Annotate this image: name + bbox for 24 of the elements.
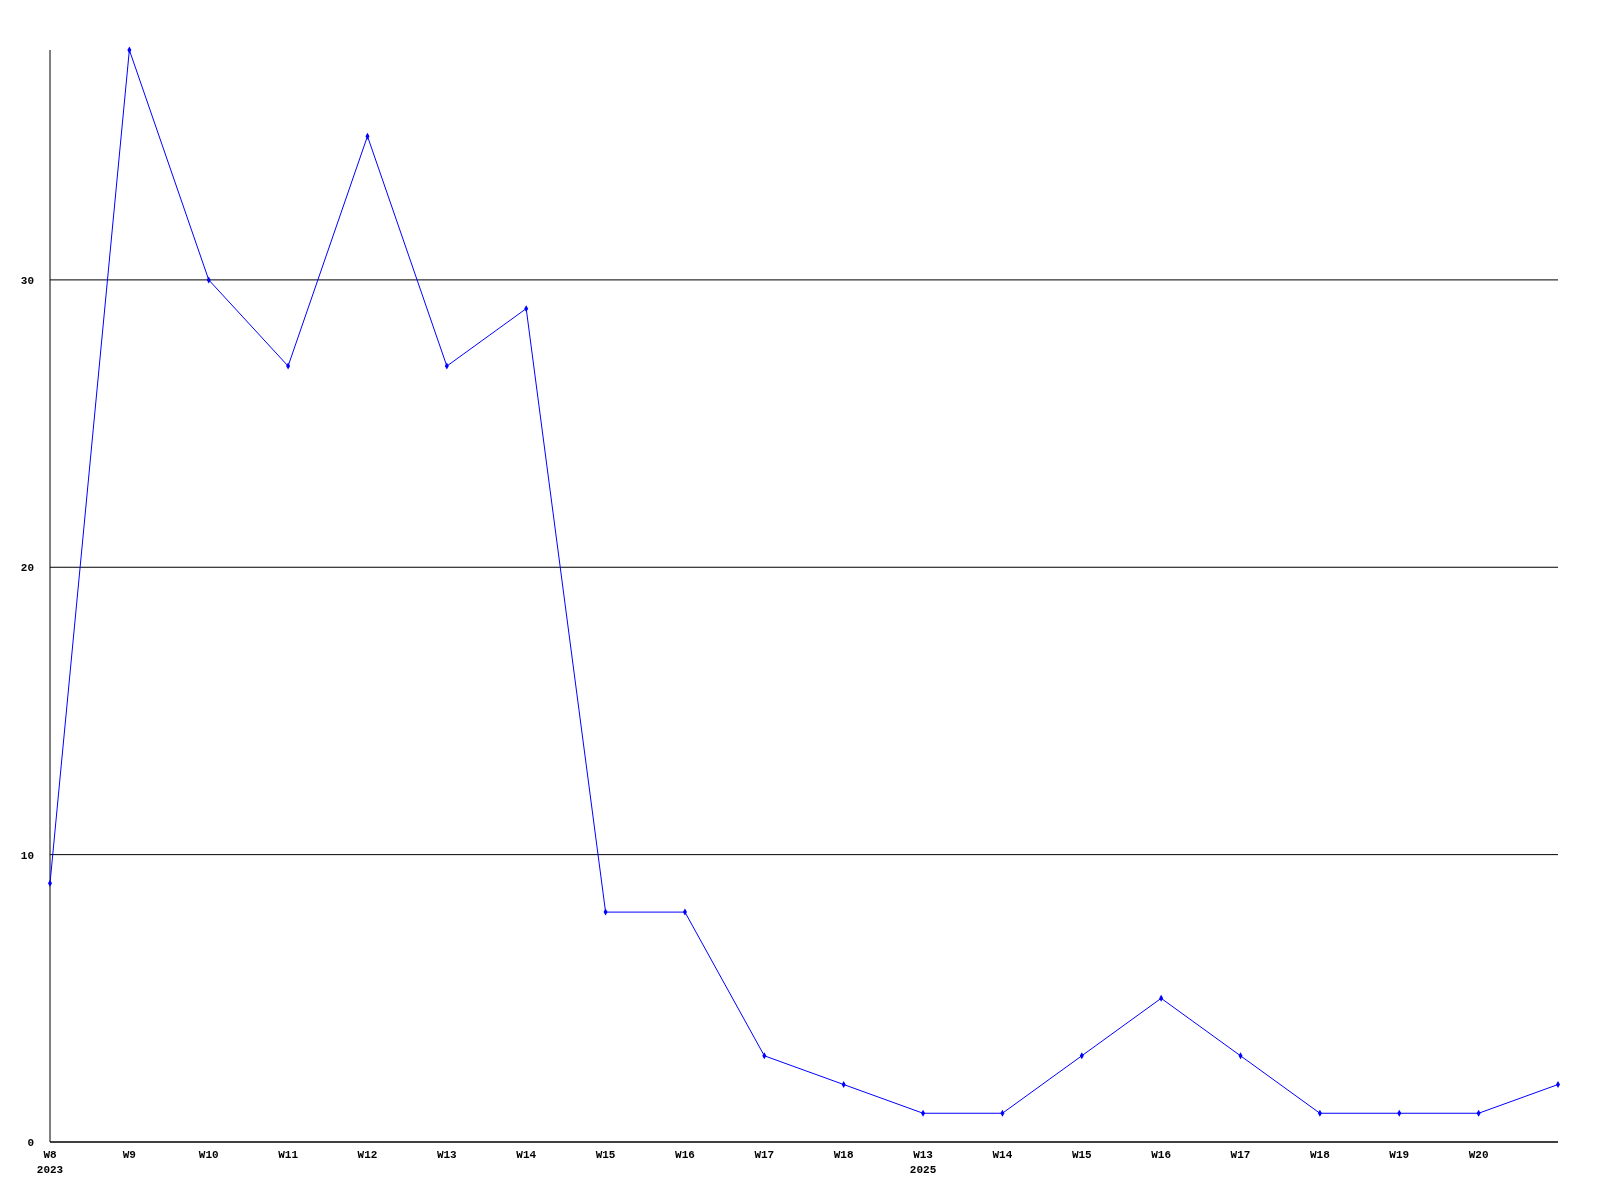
x-tick-label: W9 (122, 1149, 136, 1161)
x-tick-label: W17 (1230, 1149, 1251, 1161)
x-tick-label: W8 2023 (36, 1149, 64, 1176)
y-tick-label: 30 (20, 274, 34, 287)
x-tick-label: W13 (436, 1149, 458, 1161)
x-tick-label: W16 (1151, 1149, 1172, 1161)
y-tick-label: 20 (20, 562, 34, 575)
x-tick-label: W10 (198, 1149, 219, 1161)
x-tick-label: W12 (357, 1149, 378, 1161)
x-tick-label: W15 (595, 1149, 616, 1161)
x-tick-label: W11 (278, 1149, 299, 1161)
point (47, 879, 53, 887)
x-tick-label: W14 (992, 1149, 1013, 1161)
x-tick-label: W19 (1389, 1149, 1410, 1161)
y-tick-label: 10 (20, 849, 34, 862)
x-tick-label: W20 (1468, 1149, 1489, 1161)
x-tick-label: W14 (516, 1149, 537, 1161)
x-tick-label: W16 (675, 1149, 695, 1161)
x-tick-label: W18 (1309, 1149, 1331, 1161)
x-tick-label: W18 (833, 1149, 854, 1161)
x-tick-label: W15 (1071, 1149, 1093, 1161)
x-tick-label: W13 2025 (909, 1149, 937, 1176)
x-tick-label: W17 (754, 1149, 775, 1161)
y-tick-label: 0 (27, 1137, 34, 1149)
